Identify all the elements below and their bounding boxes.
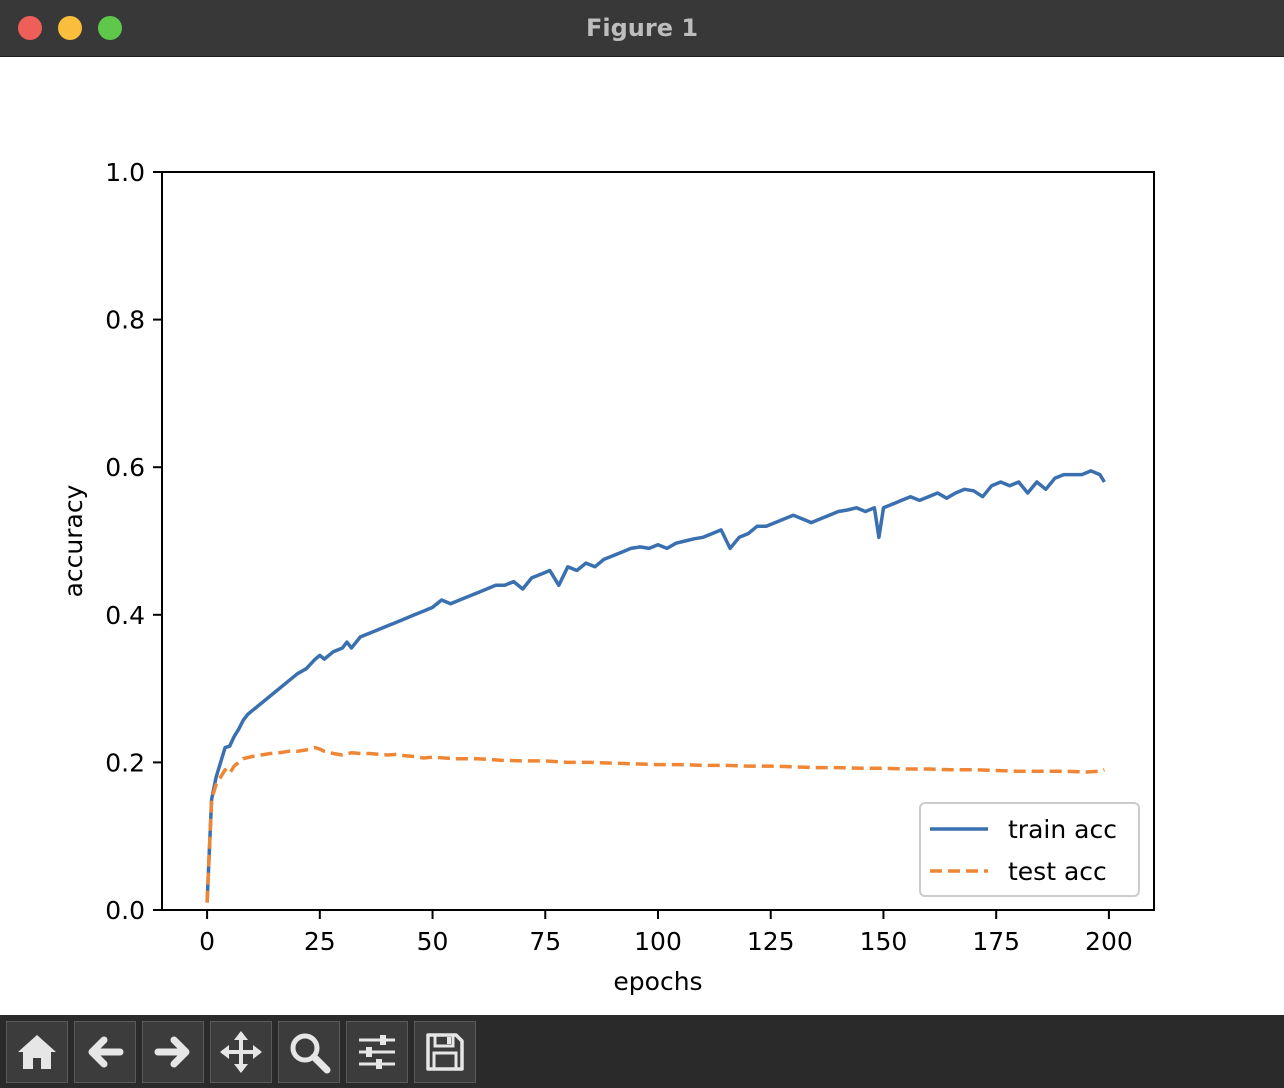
- back-button[interactable]: [74, 1021, 136, 1083]
- series-line-test-acc: [205, 745, 1105, 903]
- x-tick-label: 0: [199, 927, 215, 956]
- home-icon: [18, 1035, 56, 1069]
- arrow-right-icon: [154, 1036, 190, 1068]
- x-tick-label: 200: [1085, 927, 1133, 956]
- figure-canvas[interactable]: 0 25 50 75 100 125 150 175 200 0.0 0.2 0.4 0.6 0.8 1.0…: [0, 57, 1284, 1015]
- window-title: Figure 1: [585, 14, 699, 42]
- save-button[interactable]: [414, 1021, 476, 1083]
- title-bar[interactable]: Figure 1: [0, 0, 1284, 57]
- accuracy-chart: 0 25 50 75 100 125 150 175 200 0.0 0.2 0.4 0.6 0.8 1.0…: [59, 158, 1155, 996]
- x-tick-label: 75: [529, 927, 561, 956]
- zoom-button[interactable]: [278, 1021, 340, 1083]
- x-tick-label: 25: [304, 927, 336, 956]
- sliders-icon: [359, 1035, 395, 1069]
- x-tick-label: 150: [860, 927, 908, 956]
- save-icon: [426, 1033, 464, 1071]
- search-icon: [290, 1033, 331, 1074]
- configure-subplots-button[interactable]: [346, 1021, 408, 1083]
- y-tick-label: 0.4: [105, 601, 145, 630]
- maximize-window-button[interactable]: [98, 16, 122, 40]
- y-tick-label: 0.2: [105, 748, 145, 777]
- navigation-toolbar: [0, 1015, 1284, 1088]
- legend-label: train acc: [1008, 815, 1117, 844]
- y-tick-label: 0.6: [105, 453, 145, 482]
- y-tick-label: 0.8: [105, 306, 145, 335]
- x-axis-label: epochs: [613, 967, 702, 996]
- y-tick-label: 0.0: [105, 896, 145, 925]
- move-icon: [220, 1031, 262, 1073]
- x-tick-label: 175: [972, 927, 1020, 956]
- x-tick-label: 100: [634, 927, 682, 956]
- minimize-window-button[interactable]: [58, 16, 82, 40]
- legend-label: test acc: [1008, 857, 1107, 886]
- y-axis-label: accuracy: [59, 484, 88, 597]
- x-tick-label: 50: [417, 927, 449, 956]
- close-window-button[interactable]: [18, 16, 42, 40]
- x-tick-label: 125: [747, 927, 795, 956]
- home-button[interactable]: [6, 1021, 68, 1083]
- pan-button[interactable]: [210, 1021, 272, 1083]
- arrow-left-icon: [88, 1036, 124, 1068]
- forward-button[interactable]: [142, 1021, 204, 1083]
- series-line-train-acc: [205, 469, 1106, 903]
- plot-frame: [161, 171, 1155, 911]
- y-tick-label: 1.0: [105, 158, 145, 187]
